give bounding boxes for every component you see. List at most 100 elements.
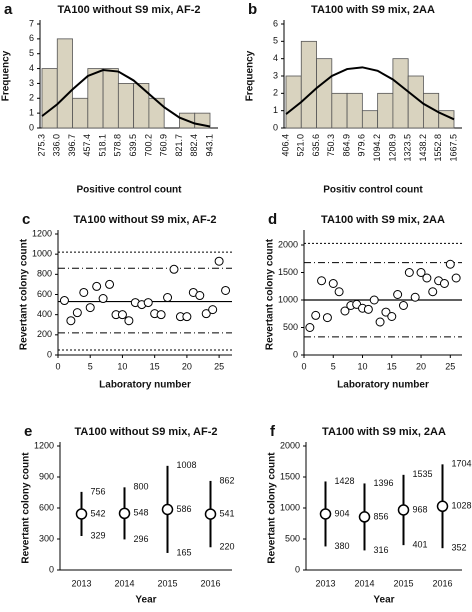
- x-tick-label: 882.4: [189, 134, 199, 157]
- y-tick-label: 5: [29, 48, 34, 58]
- x-tick-label: 0: [55, 361, 60, 371]
- bar: [361, 110, 379, 129]
- point: [393, 290, 403, 299]
- value-label: 968: [413, 504, 428, 514]
- y-tick-label: 3: [273, 70, 278, 80]
- y-tick-label: 1: [273, 105, 278, 115]
- point: [79, 287, 89, 297]
- y-tick-label: 1000: [278, 294, 298, 304]
- point: [428, 287, 438, 297]
- upper-label: 1535: [413, 469, 433, 479]
- bar: [377, 92, 394, 129]
- bar: [300, 40, 317, 129]
- x-tick-label: 10: [117, 361, 127, 371]
- point: [334, 287, 344, 297]
- x-tick-label: 1208.9: [387, 134, 397, 162]
- x-tick-label: 1552.8: [433, 134, 443, 162]
- bar: [331, 92, 348, 129]
- upper-label: 1396: [374, 478, 394, 488]
- point: [451, 273, 461, 283]
- x-tick-label: 1667.5: [448, 134, 458, 162]
- upper-label: 1008: [177, 460, 197, 470]
- x-tick-label: 2016: [200, 578, 220, 588]
- y-tick-label: 500: [285, 533, 300, 543]
- chart-title: TA100 without S9 mix, AF-2: [73, 214, 216, 226]
- y-tick-label: 5: [273, 36, 278, 46]
- x-tick-label: 2014: [114, 578, 134, 588]
- point: [214, 256, 224, 266]
- point: [98, 294, 108, 304]
- x-tick-label: 2015: [393, 578, 413, 588]
- x-tick-label: 10: [358, 361, 368, 371]
- x-tick-label: 750.3: [326, 134, 336, 157]
- point: [72, 308, 82, 318]
- value-label: 904: [335, 508, 350, 518]
- y-tick-label: 800: [37, 269, 52, 279]
- y-tick-label: 500: [283, 322, 298, 332]
- x-tick-label: 275.3: [36, 134, 46, 157]
- x-tick-label: 943.1: [204, 134, 214, 157]
- y-axis-label: Frequency: [1, 50, 12, 101]
- y-tick-label: 0: [47, 349, 52, 359]
- y-tick-label: 1200: [34, 440, 54, 450]
- panel-letter: a: [4, 1, 13, 18]
- y-tick-label: 400: [37, 309, 52, 319]
- point: [422, 273, 432, 283]
- upper-label: 1704: [452, 459, 472, 469]
- x-tick-label: 578.8: [113, 134, 123, 157]
- x-tick-label: 20: [182, 361, 192, 371]
- x-tick-label: 760.9: [159, 134, 169, 157]
- point: [182, 312, 192, 322]
- point: [59, 296, 69, 306]
- fit-curve: [285, 66, 455, 121]
- x-tick-label: 25: [445, 361, 455, 371]
- value-label: 1028: [452, 501, 472, 511]
- x-tick-label: 521.0: [296, 134, 306, 157]
- panel-letter: e: [24, 423, 32, 440]
- bar: [72, 97, 89, 129]
- value-label: 542: [91, 508, 106, 518]
- point: [105, 279, 115, 289]
- x-axis-label: Laboratory number: [337, 380, 429, 391]
- lower-label: 352: [452, 543, 467, 553]
- point: [305, 323, 315, 332]
- panel-letter: d: [268, 211, 277, 228]
- point: [163, 293, 173, 303]
- point: [221, 285, 231, 295]
- lower-label: 401: [413, 540, 428, 550]
- mean-marker: [75, 508, 88, 520]
- value-label: 541: [220, 508, 235, 518]
- y-axis-label: Revertant colony count: [21, 452, 32, 564]
- y-tick-label: 200: [37, 329, 52, 339]
- point: [375, 317, 385, 327]
- bar: [41, 68, 58, 129]
- point: [143, 298, 153, 308]
- y-tick-label: 2000: [280, 440, 300, 450]
- point: [85, 303, 95, 313]
- point: [124, 316, 134, 326]
- x-axis-label: Laboratory number: [99, 380, 191, 391]
- y-tick-label: 2000: [278, 239, 298, 249]
- x-axis-label: Year: [373, 595, 394, 606]
- x-tick-label: 396.7: [67, 134, 77, 157]
- point: [195, 291, 205, 301]
- x-tick-label: 1323.5: [403, 134, 413, 162]
- point: [398, 301, 408, 310]
- x-tick-label: 2014: [354, 578, 374, 588]
- y-axis-label: Revertant colony count: [265, 238, 276, 350]
- y-tick-label: 6: [29, 33, 34, 43]
- y-tick-label: 1500: [280, 471, 300, 481]
- x-tick-label: 0: [301, 361, 306, 371]
- x-tick-label: 20: [416, 361, 426, 371]
- lower-label: 380: [335, 541, 350, 551]
- bar: [346, 92, 363, 129]
- y-tick-label: 0: [293, 349, 298, 359]
- value-label: 548: [134, 508, 149, 518]
- y-tick-label: 2: [273, 88, 278, 98]
- x-axis-label: Year: [135, 595, 156, 606]
- y-tick-label: 4: [273, 53, 278, 63]
- point: [92, 281, 102, 291]
- fit-curve: [41, 69, 211, 128]
- chart-title: TA100 with S9 mix, 2AA: [322, 426, 446, 438]
